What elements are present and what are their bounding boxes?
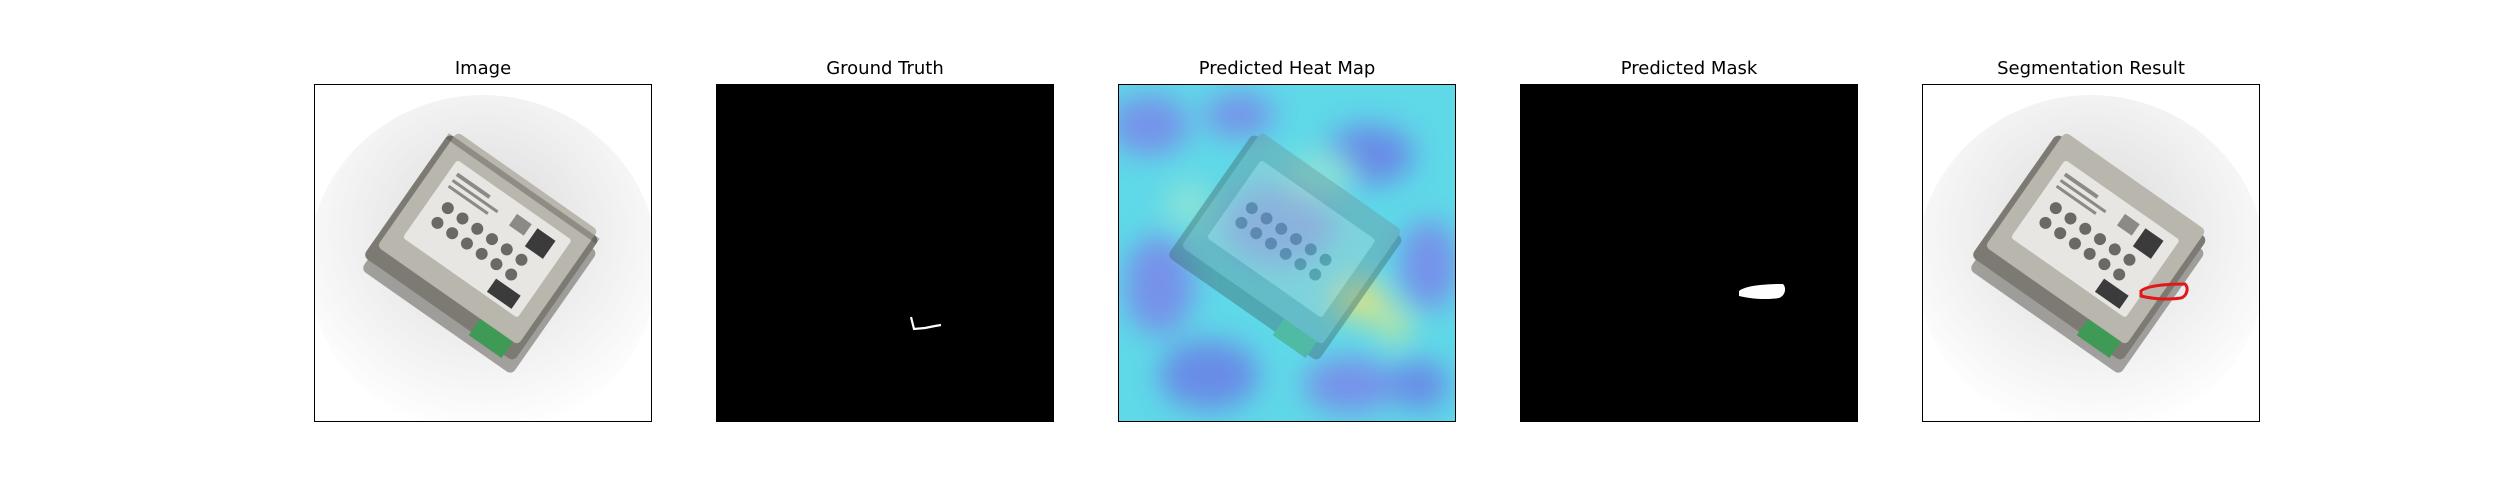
panel-title-predicted-mask: Predicted Mask: [1620, 58, 1758, 79]
image-frame: [314, 84, 652, 422]
panel-title-ground-truth: Ground Truth: [826, 58, 944, 79]
segmentation-overlay: [1923, 85, 2259, 421]
ground-truth-mask: [717, 85, 1053, 421]
predicted-mask: [1521, 85, 1857, 421]
predicted-heat-map: [1119, 85, 1455, 421]
segmentation-contour: [2139, 282, 2189, 301]
predicted-defect-region: [1739, 284, 1786, 300]
panel-title-segmentation-result: Segmentation Result: [1997, 58, 2185, 79]
panel-title-image: Image: [454, 58, 512, 79]
ground-truth-defect-region: [909, 316, 942, 331]
predicted-mask-frame: [1520, 84, 1858, 422]
panel-title-heat-map: Predicted Heat Map: [1198, 58, 1376, 79]
ground-truth-frame: [716, 84, 1054, 422]
input-image: [315, 85, 651, 421]
segmentation-result-frame: [1922, 84, 2260, 422]
heat-map-frame: [1118, 84, 1456, 422]
